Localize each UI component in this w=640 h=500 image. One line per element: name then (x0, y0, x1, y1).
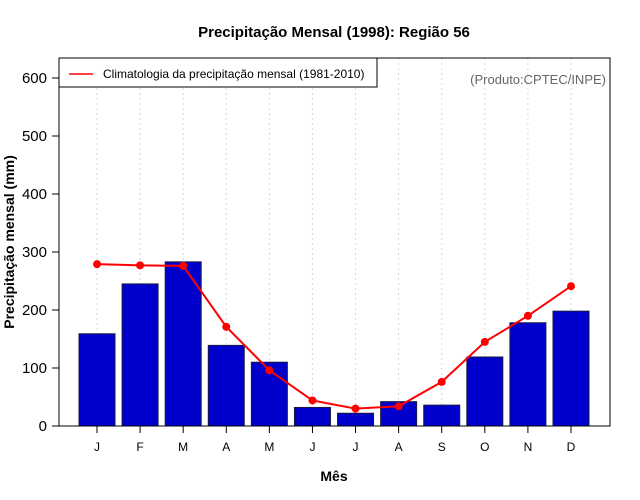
bars (78, 261, 590, 427)
climatology-point-4 (265, 366, 274, 375)
y-tick-label: 500 (22, 128, 47, 145)
chart-title: Precipitação Mensal (1998): Região 56 (198, 24, 470, 41)
climatology-point-6 (351, 404, 360, 413)
bar-2 (164, 261, 202, 427)
bar-5 (293, 406, 331, 427)
climatology-point-3 (222, 322, 231, 331)
y-tick-label: 300 (22, 244, 47, 261)
y-tick-label: 400 (22, 186, 47, 203)
climatology-point-0 (93, 260, 101, 269)
bar-0 (78, 333, 116, 427)
x-tick-label: O (480, 440, 489, 454)
climatology-line (96, 263, 572, 410)
x-tick-label: A (395, 440, 403, 454)
x-axis-label: Mês (320, 468, 347, 484)
climatology-point-10 (523, 311, 532, 320)
climatology-line-group (93, 260, 575, 413)
y-tick-label: 200 (22, 302, 47, 319)
climatology-point-7 (394, 402, 403, 411)
climatology-point-8 (437, 377, 446, 386)
legend: Climatologia da precipitação mensal (198… (58, 57, 378, 88)
bar-8 (423, 404, 461, 427)
y-tick-label: 100 (22, 360, 47, 377)
x-tick-label: J (309, 440, 315, 454)
bar-10 (509, 322, 547, 427)
climatology-point-5 (308, 396, 317, 405)
x-tick-label: M (264, 440, 274, 454)
x-tick-label: J (353, 440, 359, 454)
x-tick-label: D (567, 440, 576, 454)
climatology-point-1 (136, 261, 145, 270)
y-axis: 0 100 200 300 400 500 600 (22, 70, 60, 435)
bar-1 (121, 283, 159, 427)
y-axis-label: Precipitação mensal (mm) (1, 155, 17, 329)
x-tick-label: F (136, 440, 143, 454)
bar-11 (552, 310, 590, 427)
bar-3 (207, 344, 245, 427)
x-tick-label: M (178, 440, 188, 454)
legend-entry: Climatologia da precipitação mensal (198… (103, 67, 364, 81)
legend-box (58, 57, 378, 88)
y-tick-label: 600 (22, 70, 47, 87)
credit-annotation: (Produto:CPTEC/INPE) (470, 72, 606, 87)
climatology-point-9 (480, 337, 489, 346)
climatology-point-2 (179, 261, 188, 270)
bar-6 (337, 412, 375, 427)
y-tick-label: 0 (39, 418, 47, 435)
climatology-point-11 (567, 282, 575, 291)
x-tick-label: N (524, 440, 533, 454)
x-tick-label: A (222, 440, 230, 454)
bar-9 (466, 356, 504, 427)
x-tick-label: S (438, 440, 446, 454)
x-tick-label: J (94, 440, 100, 454)
